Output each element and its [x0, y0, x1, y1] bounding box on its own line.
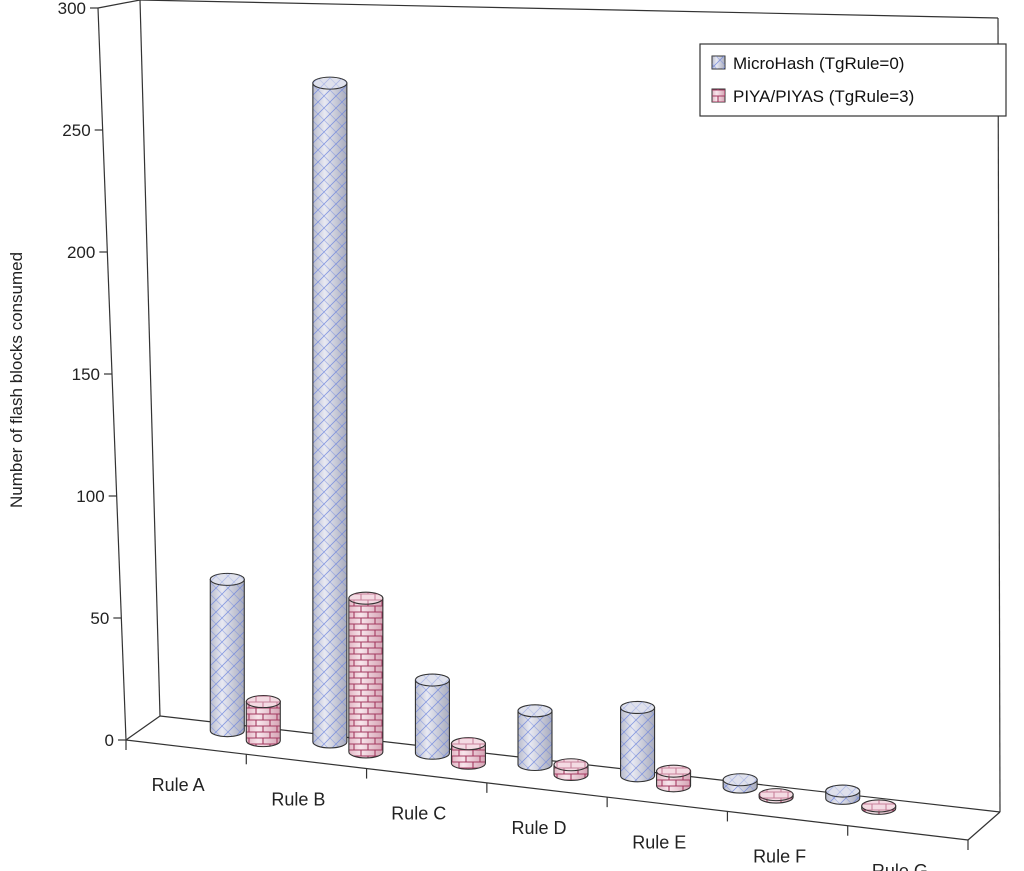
bar-body-pattern — [517, 710, 553, 772]
bar-body-pattern — [414, 679, 450, 760]
back-left-edge — [139, 0, 161, 717]
bar-piya-rule-d — [553, 758, 589, 782]
x-tick-label: Rule B — [271, 789, 325, 809]
bar-top-pattern — [518, 704, 552, 717]
y-tick-label: 200 — [67, 243, 95, 262]
bar-body-pattern — [245, 701, 281, 748]
bar-top-pattern — [210, 573, 245, 586]
bar-piya-rule-e — [656, 764, 692, 793]
bar-top-pattern — [312, 77, 347, 90]
bar-microhash-rule-d — [517, 704, 553, 772]
y-tick-label: 150 — [72, 365, 100, 384]
x-tick-label: Rule D — [511, 818, 566, 838]
bar-top-pattern — [554, 758, 588, 771]
legend-swatch-piya-brick — [712, 89, 725, 102]
bars-layer — [209, 76, 897, 815]
floor-left-edge — [125, 715, 161, 741]
bar-top-pattern — [656, 765, 691, 778]
bar-piya-rule-b — [348, 591, 384, 759]
y-tick-label: 250 — [62, 121, 90, 140]
bar-top-pattern — [348, 592, 383, 605]
bar-microhash-rule-a — [209, 572, 245, 738]
floor-front-edge — [125, 739, 969, 841]
bar-piya-rule-f — [758, 788, 794, 804]
y-tick-label: 0 — [105, 731, 114, 750]
bar-microhash-rule-g — [825, 784, 861, 805]
bar-body-pattern — [620, 706, 656, 783]
bar-microhash-rule-f — [722, 773, 758, 794]
bar-piya-rule-c — [450, 737, 486, 770]
bar-top-pattern — [620, 701, 655, 714]
back-top-edge — [139, 0, 999, 19]
bar-microhash-rule-e — [620, 700, 656, 783]
bar-microhash-rule-b — [312, 76, 348, 749]
x-tick-label: Rule F — [753, 847, 806, 867]
x-tick-label: Rule G — [872, 861, 928, 871]
legend-swatch-microhash-hatch — [712, 56, 725, 69]
bar-top-pattern — [415, 674, 450, 687]
bar-top-pattern — [246, 695, 281, 708]
bar-microhash-rule-c — [414, 673, 450, 760]
back-right-edge — [997, 17, 1001, 813]
bar-body-pattern — [209, 578, 245, 738]
bar-top-pattern — [759, 788, 794, 801]
bar-body-pattern — [348, 597, 384, 759]
y-tick-label: 100 — [76, 487, 104, 506]
bar-piya-rule-a — [245, 695, 281, 748]
y-tick-label: 300 — [58, 0, 86, 18]
legend-box — [699, 43, 1007, 117]
bar-top-pattern — [723, 773, 758, 786]
bar-top-pattern — [451, 737, 486, 750]
legend-label-microhash: MicroHash (TgRule=0) — [733, 54, 904, 73]
y-axis-ticks: 0 50 100 150 200 250 300 — [58, 0, 126, 750]
x-tick-label: Rule C — [391, 804, 446, 824]
bar-body-pattern — [312, 82, 348, 749]
top-left-edge — [97, 0, 141, 9]
y-tick-label: 50 — [90, 609, 109, 628]
x-tick-label: Rule A — [152, 775, 205, 795]
x-tick-label: Rule E — [632, 832, 686, 852]
legend-label-piya: PIYA/PIYAS (TgRule=3) — [733, 87, 914, 106]
bar-body-pattern — [450, 743, 486, 770]
bar-piya-rule-g — [861, 799, 897, 815]
bar-top-pattern — [861, 799, 896, 812]
floor-right-edge — [967, 811, 1001, 841]
legend: MicroHash (TgRule=0) PIYA/PIYAS (TgRule=… — [699, 43, 1007, 117]
bar-top-pattern — [825, 785, 860, 798]
x-axis-ticks: Rule A Rule B Rule C Rule D Rule E Rule F Rule… — [125, 740, 969, 871]
y-axis-title: Number of flash blocks consumed — [7, 252, 26, 508]
